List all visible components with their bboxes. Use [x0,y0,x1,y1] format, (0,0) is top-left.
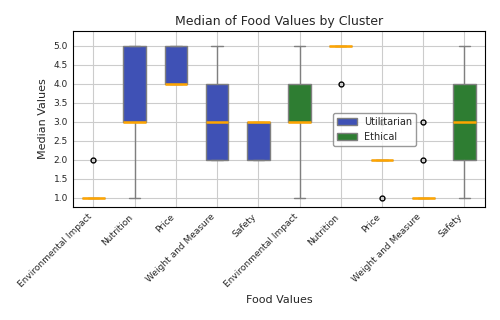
PathPatch shape [206,84,229,160]
PathPatch shape [453,84,475,160]
Legend: Utilitarian, Ethical: Utilitarian, Ethical [333,113,416,146]
PathPatch shape [288,84,311,122]
PathPatch shape [247,122,270,160]
PathPatch shape [124,46,146,122]
X-axis label: Food Values: Food Values [246,295,312,305]
Title: Median of Food Values by Cluster: Median of Food Values by Cluster [175,15,383,28]
PathPatch shape [164,46,187,84]
Y-axis label: Median Values: Median Values [38,79,48,159]
